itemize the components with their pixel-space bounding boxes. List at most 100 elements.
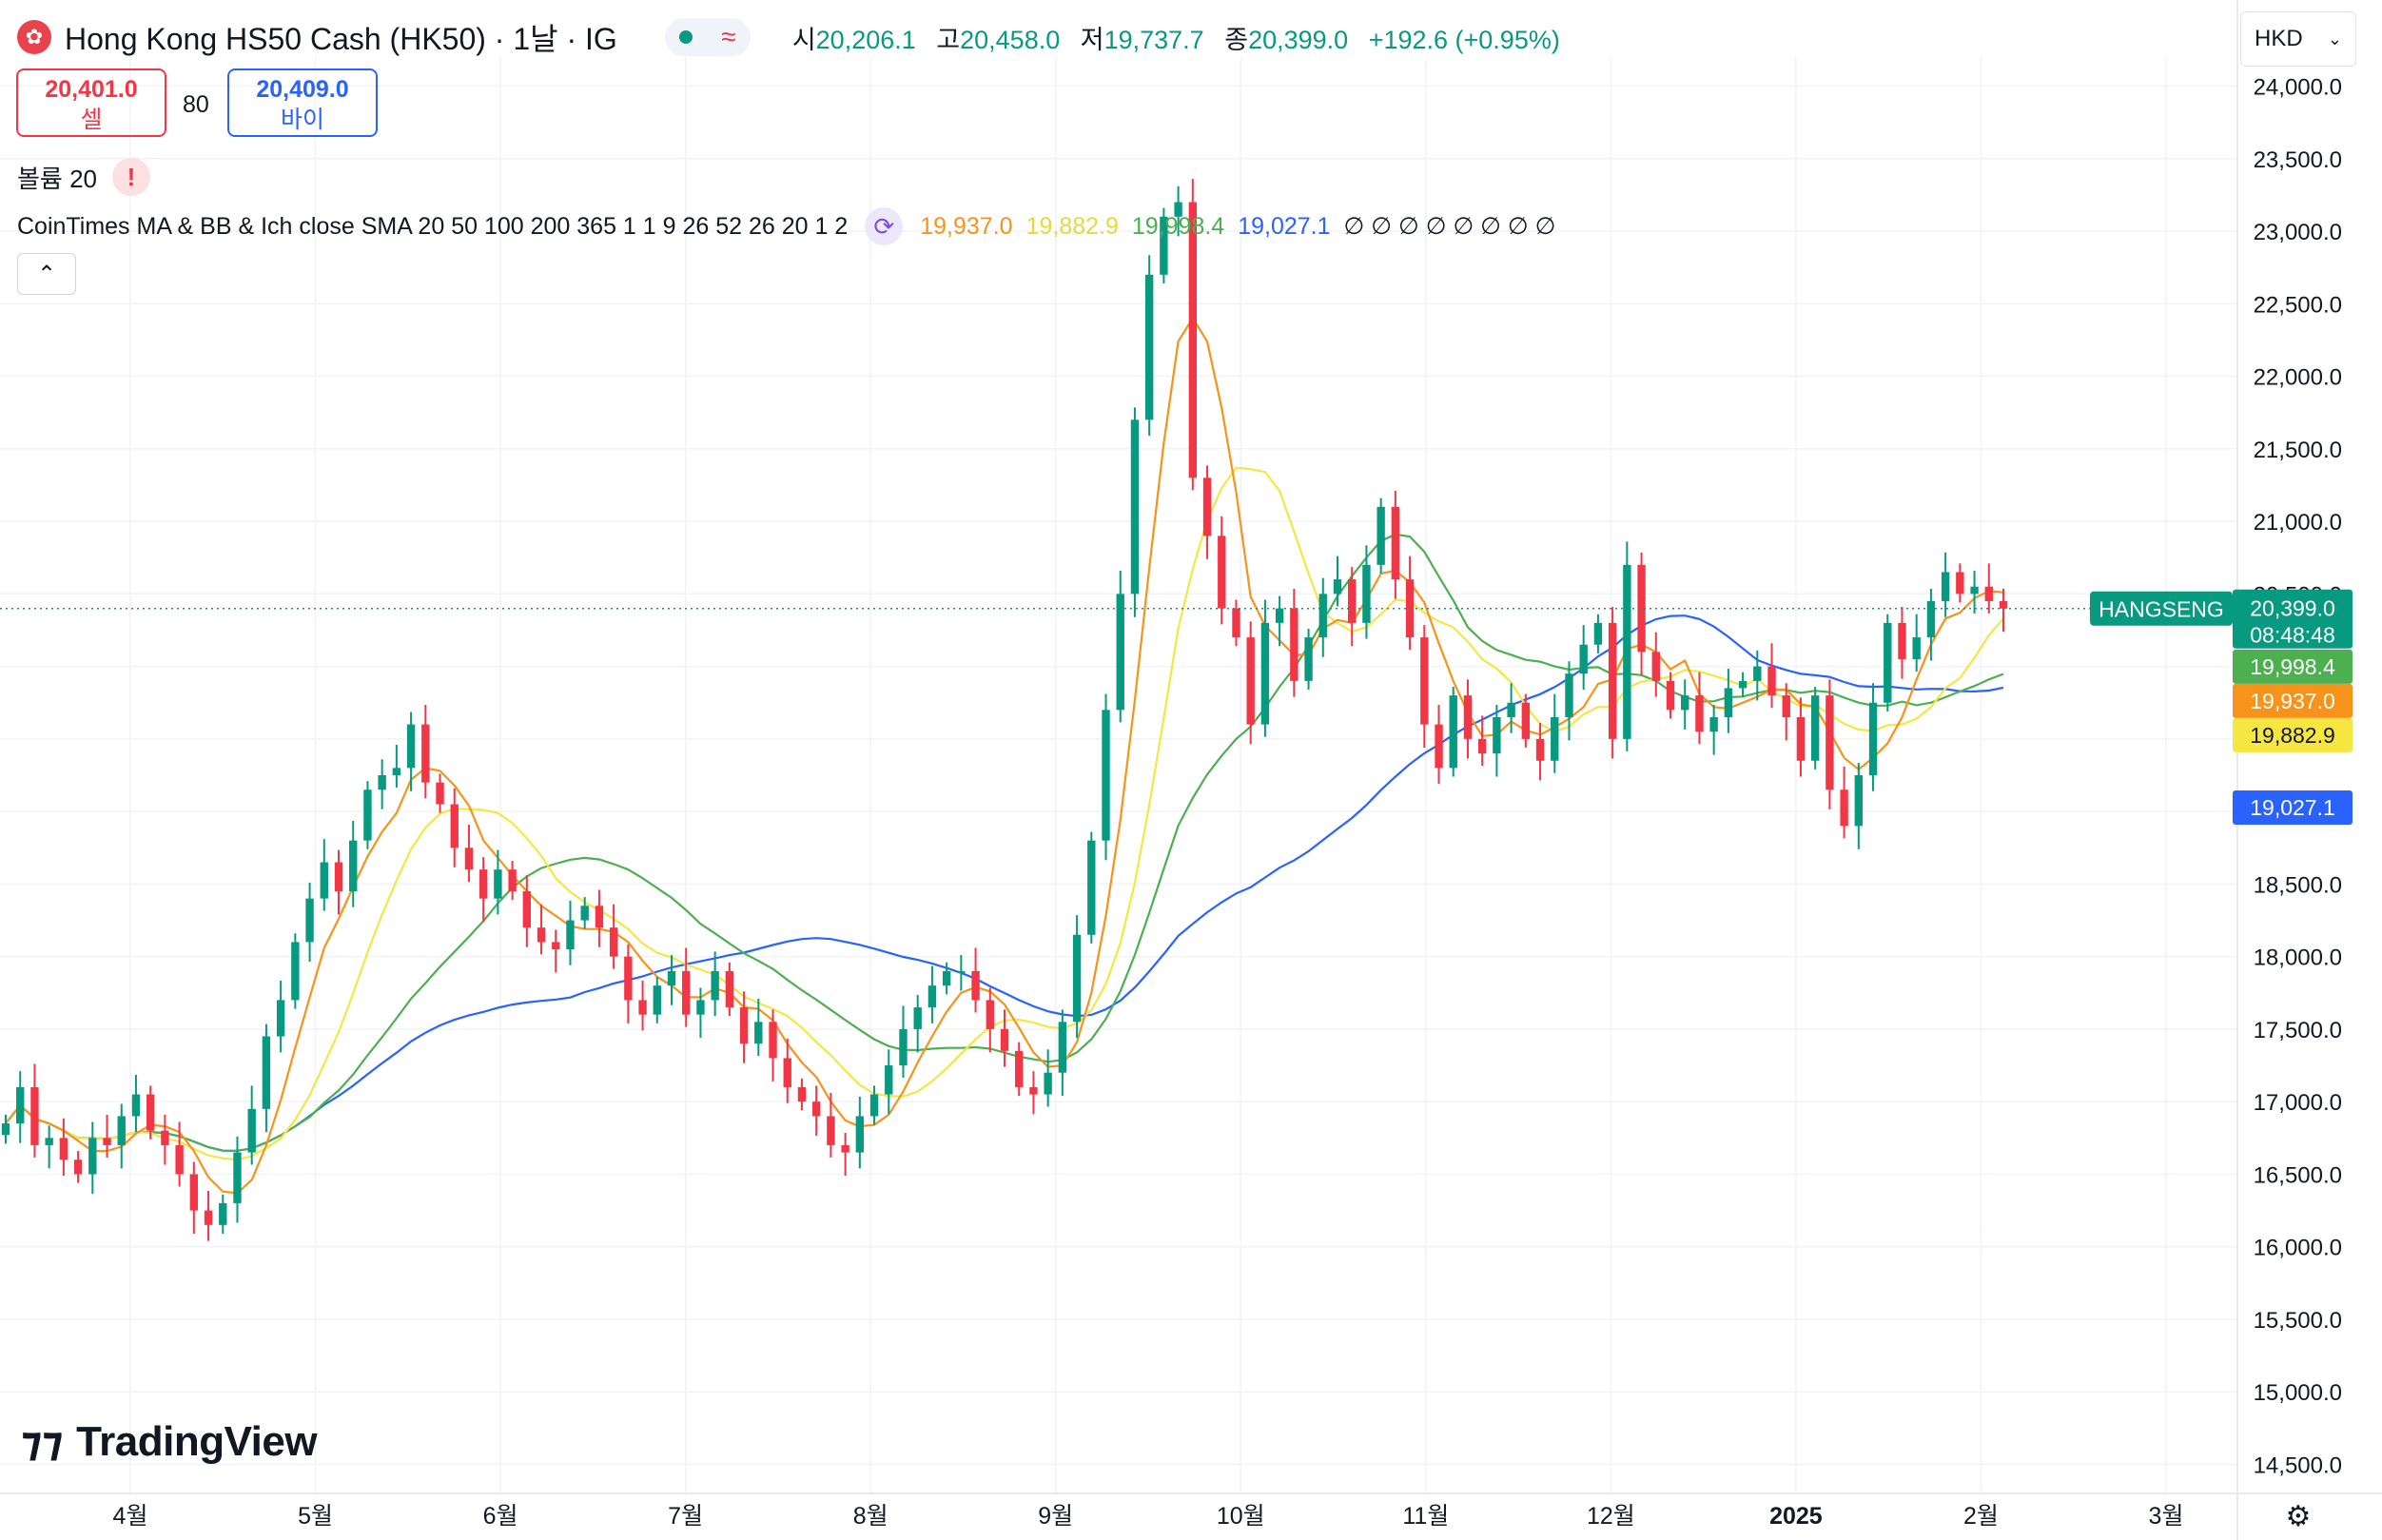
candle-body [1058, 1022, 1067, 1073]
candle-body [291, 942, 300, 1001]
candle-body [1420, 637, 1429, 725]
currency-label: HKD [2255, 26, 2303, 51]
candle-body [320, 862, 328, 899]
candle-body [219, 1202, 227, 1225]
buy-price: 20,409.0 [256, 76, 349, 103]
warning-icon[interactable]: ! [111, 158, 150, 196]
candle-body [827, 1116, 835, 1145]
time-tick-label: 12월 [1587, 1503, 1635, 1530]
candle-body [986, 1000, 994, 1029]
candle-body [1318, 594, 1327, 638]
candle-body [1912, 637, 1921, 659]
candle-body [957, 970, 966, 973]
candle-body [971, 970, 980, 1001]
sync-icon[interactable]: ⟳ [865, 207, 904, 245]
candle-body [30, 1086, 39, 1145]
ma-price-label: 19,027.1 [2250, 795, 2335, 820]
candle-body [1029, 1086, 1038, 1095]
candle-body [653, 985, 661, 1015]
candle-body [1072, 934, 1082, 1023]
candle-body [406, 724, 416, 769]
candle-body [1188, 202, 1198, 478]
price-tick-label: 23,500.0 [2254, 147, 2342, 173]
candle-body [262, 1036, 271, 1109]
open-key: 시 [791, 25, 816, 54]
candle-body [247, 1108, 256, 1153]
candle-body [797, 1086, 807, 1102]
buy-button[interactable]: 20,409.0 바이 [227, 68, 378, 137]
chevron-up-icon: ⌃ [36, 261, 57, 287]
candle-body [1493, 716, 1501, 754]
time-tick-label: 8월 [853, 1503, 888, 1530]
symbol-title[interactable]: Hong Kong HS50 Cash (HK50) · 1날 · IG [65, 22, 617, 56]
candle-body [1232, 608, 1240, 638]
ma-price-label: 19,998.4 [2250, 654, 2335, 679]
countdown-label: 08:48:48 [2250, 623, 2335, 648]
candle-body [16, 1086, 25, 1124]
candle-body [1738, 680, 1747, 689]
candle-body [1477, 738, 1487, 754]
candle-body [117, 1116, 126, 1145]
candle-body [1275, 608, 1284, 623]
candle-body [450, 804, 459, 848]
candle-body [1565, 673, 1573, 717]
sell-button[interactable]: 20,401.0 셀 [16, 68, 166, 137]
sell-label: 셀 [80, 107, 103, 133]
volume-legend[interactable]: 볼륨 20 ! [17, 158, 150, 196]
candle-body [478, 869, 488, 899]
candle-body [855, 1116, 865, 1153]
candle-body [464, 848, 474, 870]
time-tick-label: 7월 [668, 1503, 703, 1530]
sma100-value: 19,998.4 [1131, 212, 1225, 240]
sma20-line [5, 316, 2004, 1195]
candle-body [1218, 536, 1226, 609]
candle-body [580, 906, 589, 921]
price-tick-label: 17,000.0 [2254, 1090, 2342, 1116]
candle-body [682, 970, 691, 1015]
settings-gear-icon: ⚙ [2286, 1501, 2312, 1532]
ma-price-tag [2233, 683, 2353, 718]
candle-body [1984, 586, 1993, 601]
currency-select[interactable]: HKD ⌄ [2240, 11, 2356, 67]
collapse-legend-button[interactable]: ⌃ [17, 253, 76, 295]
chart-header: ✿ Hong Kong HS50 Cash (HK50) · 1날 · IG ≈… [0, 0, 2230, 76]
candle-body [1579, 644, 1588, 674]
candle-body [1666, 680, 1675, 711]
candle-body [609, 927, 618, 957]
time-axis[interactable]: 4월 5월 6월 7월 8월 9월 10월 11월 12월 2025 2월 3월 ⚙ [113, 1501, 2312, 1532]
candle-body [885, 1065, 893, 1095]
candle-body [638, 1000, 647, 1015]
tradingview-logo[interactable]: ⁊⁊ TradingView [21, 1417, 318, 1466]
candle-body [59, 1138, 68, 1160]
candle-body [725, 970, 734, 1008]
price-axis[interactable]: 14,500.0 15,000.0 15,500.0 16,000.0 16,500.0… [2254, 75, 2342, 1479]
candle-body [1551, 716, 1559, 761]
candle-body [1435, 724, 1443, 769]
candle-body [739, 1007, 749, 1044]
logo-text: TradingView [76, 1417, 318, 1465]
candle-body [1449, 695, 1457, 769]
candle-body [522, 891, 532, 928]
candle-body [1174, 202, 1182, 217]
candle-body [1102, 710, 1110, 841]
symbol-tag-label: HANGSENG [2099, 597, 2224, 622]
last-price-label: 20,399.0 [2250, 596, 2335, 621]
candle-body [189, 1174, 199, 1211]
candle-body [811, 1101, 821, 1117]
candle-body [667, 970, 676, 986]
spread-value: 80 [183, 91, 209, 118]
candle-body [1868, 702, 1878, 775]
market-status-pill[interactable]: ≈ [664, 18, 751, 56]
tradingview-logo-icon: ⁊⁊ [21, 1418, 64, 1465]
candle-body [161, 1130, 169, 1145]
time-tick-label: 2월 [1963, 1503, 1999, 1530]
indicator-legend[interactable]: CoinTimes MA & BB & Ich close SMA 20 50 … [17, 207, 1569, 245]
low-key: 저 [1080, 25, 1104, 54]
candle-body [1087, 840, 1096, 935]
candle-body [1463, 695, 1473, 739]
sma20-value: 19,937.0 [920, 212, 1013, 240]
candle-body [103, 1138, 111, 1145]
candle-body [1246, 637, 1255, 725]
candle-body [204, 1210, 213, 1225]
